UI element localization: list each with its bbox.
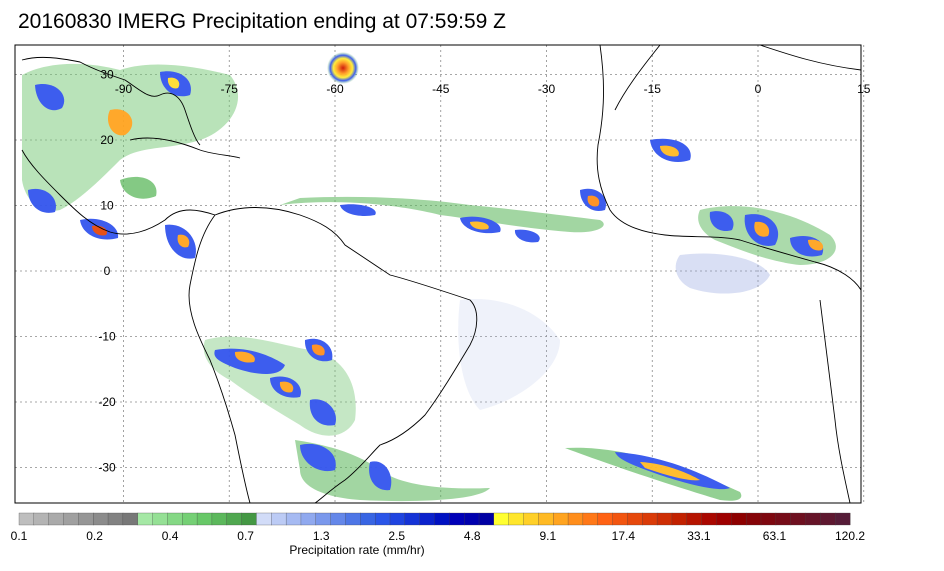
colorbar-tick-label: 9.1 <box>539 529 557 543</box>
graticule-labels: -90 -75 -60 -45 -30 -15 0 15 30 20 10 0 -10 -20 -30 <box>98 68 870 475</box>
colorbar-swatch <box>671 512 688 526</box>
colorbar-swatch <box>790 512 806 526</box>
colorbar-swatch <box>167 512 183 526</box>
colorbar-swatch <box>137 512 154 526</box>
lat-tick-label: 30 <box>100 68 114 82</box>
colorbar-swatch <box>656 512 673 526</box>
colorbar-swatch <box>478 512 495 526</box>
colorbar-swatch <box>404 512 421 526</box>
lat-tick-label: -30 <box>98 461 116 475</box>
colorbar-tick-label: 120.2 <box>834 529 866 543</box>
colorbar-swatch <box>419 512 435 526</box>
lon-tick-label: -45 <box>432 82 450 96</box>
colorbar-tick-label: 17.4 <box>611 529 636 543</box>
colorbar-swatch <box>33 512 50 526</box>
lon-tick-label: -90 <box>115 82 133 96</box>
colorbar-tick-label: 0.2 <box>86 529 103 543</box>
colorbar-swatch <box>731 512 747 526</box>
colorbar-swatch <box>493 512 510 526</box>
colorbar-swatch <box>63 512 79 526</box>
lon-tick-label: -15 <box>644 82 662 96</box>
colorbar-swatch <box>582 512 599 526</box>
colorbar-swatch <box>449 512 465 526</box>
colorbar-swatch <box>612 512 628 526</box>
colorbar-swatch <box>745 512 762 526</box>
colorbar-swatch <box>18 512 35 526</box>
colorbar-tick-label: 0.7 <box>237 529 254 543</box>
lat-tick-label: 0 <box>104 264 111 278</box>
colorbar-title: Precipitation rate (mm/hr) <box>289 543 425 557</box>
colorbar-swatch <box>271 512 287 526</box>
coastlines <box>21 45 861 503</box>
colorbar-swatch <box>256 512 272 526</box>
lon-tick-label: -75 <box>221 82 239 96</box>
colorbar-swatch <box>285 512 302 526</box>
lat-tick-label: -10 <box>98 330 116 344</box>
colorbar-swatch <box>107 512 124 526</box>
lon-tick-label: -30 <box>538 82 556 96</box>
colorbar-swatch <box>567 512 584 526</box>
colorbar-tick-label: 0.1 <box>10 529 28 543</box>
lon-tick-label: 15 <box>857 82 871 96</box>
colorbar-swatch <box>597 512 614 526</box>
colorbar-swatch <box>389 512 406 526</box>
colorbar-tick-label: 63.1 <box>762 529 787 543</box>
colorbar-swatch <box>226 512 243 526</box>
colorbar-swatch <box>523 512 539 526</box>
colorbar-tick-label: 0.4 <box>161 529 179 543</box>
lat-tick-label: 10 <box>100 199 114 213</box>
colorbar-swatch <box>182 512 198 526</box>
colorbar-swatch <box>775 512 792 526</box>
colorbar-swatch <box>627 512 643 526</box>
colorbar-swatch <box>48 512 64 526</box>
colorbar-swatch <box>686 512 703 526</box>
colorbar-swatch <box>805 512 821 526</box>
lat-tick-label: -20 <box>98 395 116 409</box>
colorbar-swatch <box>538 512 554 526</box>
colorbar-swatch <box>374 512 391 526</box>
colorbar-swatch <box>464 512 480 526</box>
precipitation-field <box>22 52 836 502</box>
colorbar-swatch <box>716 512 732 526</box>
colorbar-swatch <box>93 512 109 526</box>
colorbar-swatch <box>360 512 376 526</box>
colorbar-swatch <box>300 512 317 526</box>
colorbar-swatch <box>553 512 569 526</box>
colorbar-swatch <box>345 512 361 526</box>
colorbar-swatch <box>820 512 836 526</box>
map-title: 20160830 IMERG Precipitation ending at 0… <box>18 10 506 33</box>
colorbar-swatch <box>434 512 450 526</box>
colorbar-swatch <box>701 512 717 526</box>
lon-tick-label: 0 <box>755 82 762 96</box>
colorbar-swatch <box>152 512 168 526</box>
colorbar-tick-label: 1.3 <box>312 529 330 543</box>
colorbar-swatch <box>122 512 139 526</box>
colorbar-tick-label: 2.5 <box>388 529 406 543</box>
lat-tick-label: 20 <box>100 133 114 147</box>
colorbar-swatch <box>642 512 658 526</box>
lon-tick-label: -60 <box>326 82 344 96</box>
colorbar-swatch <box>241 512 257 526</box>
colorbar-swatch <box>211 512 228 526</box>
colorbar-tick-label: 4.8 <box>463 529 481 543</box>
colorbar-swatches <box>18 512 851 526</box>
colorbar-swatch <box>760 512 777 526</box>
colorbar-swatch <box>835 512 851 526</box>
colorbar-swatch <box>196 512 213 526</box>
colorbar-tick-label: 33.1 <box>687 529 711 543</box>
colorbar-swatch <box>330 512 346 526</box>
colorbar-swatch <box>78 512 94 526</box>
colorbar-swatch <box>315 512 332 526</box>
map-border <box>14 44 862 504</box>
colorbar-swatch <box>508 512 524 526</box>
